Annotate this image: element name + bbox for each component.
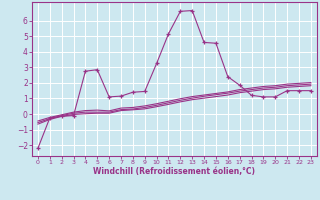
X-axis label: Windchill (Refroidissement éolien,°C): Windchill (Refroidissement éolien,°C) [93, 167, 255, 176]
